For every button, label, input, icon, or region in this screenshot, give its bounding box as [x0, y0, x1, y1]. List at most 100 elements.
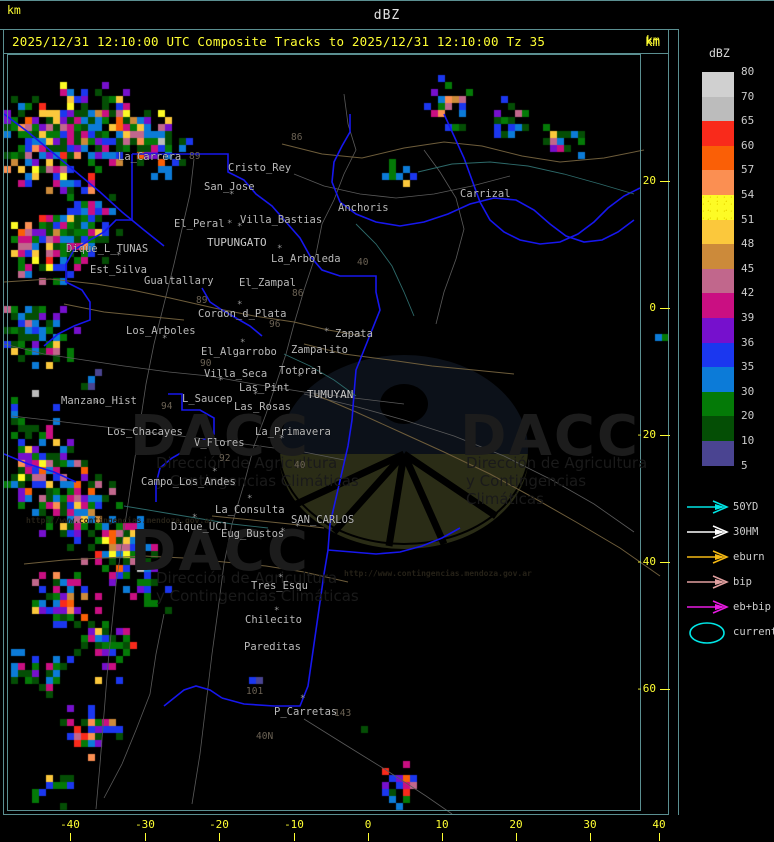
- road-number-label: 40: [357, 257, 369, 268]
- colorbar-band[interactable]: [702, 96, 734, 122]
- y-axis-tick-label: 20: [642, 174, 656, 187]
- road-number-label: 86: [291, 132, 303, 143]
- track-legend-row[interactable]: eburn: [679, 545, 774, 570]
- place-label: La_Consulta: [215, 504, 285, 516]
- colorbar-band[interactable]: [702, 121, 734, 146]
- place-label: Pareditas: [244, 641, 301, 653]
- colorbar-tick-label: 48: [741, 237, 755, 251]
- radar-map-canvas-container: DACC DACC DACC Dirección de Agricultura …: [4, 54, 668, 814]
- place-label: La_Carrera: [118, 151, 182, 163]
- place-label: Carrizal: [460, 188, 511, 200]
- legend-panel: dBZ 50YD 30HM eburn bip eb+bip current 80 70 65…: [678, 29, 774, 815]
- x-axis-tick-label: 10: [435, 818, 449, 831]
- place-marker: *: [295, 522, 301, 532]
- place-label: El_Algarrobo: [201, 346, 277, 358]
- track-legend-row[interactable]: bip: [679, 570, 774, 595]
- road-number-label: 40N: [256, 731, 274, 742]
- colorbar-tick-label: 51: [741, 212, 755, 226]
- place-label: TUMUYAN: [307, 388, 354, 401]
- place-label: Eug_Bustos: [221, 528, 285, 540]
- x-axis-tick-mark: [368, 833, 369, 841]
- y-axis: 20 0 -20 -40 -60: [636, 29, 680, 815]
- road-number-label: 94: [161, 401, 173, 412]
- colorbar-band[interactable]: [702, 293, 734, 318]
- road-network: [4, 141, 661, 583]
- colorbar-band[interactable]: [702, 317, 734, 343]
- river-network: [4, 93, 635, 814]
- y-axis-tick-label: 0: [649, 301, 656, 314]
- colorbar-tick-label: 36: [741, 335, 755, 349]
- track-legend-label: 30HM: [733, 526, 759, 538]
- colorbar-band[interactable]: [702, 391, 734, 417]
- radar-vector-map-layer: [4, 93, 661, 814]
- track-legend-label: eb+bip: [733, 601, 771, 613]
- x-axis-tick-label: -10: [284, 818, 304, 831]
- colorbar-band[interactable]: [702, 416, 734, 441]
- radar-map-viewport[interactable]: DACC DACC DACC Dirección de Agricultura …: [4, 54, 668, 814]
- colorbar-tick-label: 42: [741, 286, 755, 300]
- place-label: Anchoris: [338, 202, 389, 214]
- track-legend-row[interactable]: eb+bip: [679, 595, 774, 620]
- x-axis-tick-label: 0: [364, 818, 372, 831]
- place-marker: *: [94, 399, 100, 409]
- reflectivity-colorbar[interactable]: [702, 72, 734, 466]
- colorbar-tick-label: 45: [741, 261, 755, 275]
- radar-panel: 2025/12/31 12:10:00 UTC Composite Tracks…: [3, 29, 669, 815]
- place-label: Totoral: [279, 365, 324, 377]
- y-axis-tick-mark: [660, 308, 670, 309]
- road-number-label: 89: [189, 151, 201, 162]
- place-marker: *: [237, 222, 243, 232]
- road-number-label: 89: [196, 295, 208, 306]
- track-legend-row[interactable]: current: [679, 620, 774, 645]
- colorbar-band[interactable]: [702, 268, 734, 294]
- colorbar-band[interactable]: [702, 194, 734, 220]
- legend-title: dBZ: [709, 46, 730, 60]
- place-label: P_Carretas: [274, 706, 338, 718]
- track-legend-row[interactable]: 50YD: [679, 495, 774, 520]
- place-label: Manzano_Hist: [61, 395, 137, 407]
- colorbar-band[interactable]: [702, 367, 734, 392]
- colorbar-tick-label: 65: [741, 114, 755, 128]
- place-label: Campo_Los_Andes: [141, 476, 236, 488]
- place-label: SAN_CARLOS: [291, 514, 355, 526]
- y-axis-tick-label: -60: [636, 682, 656, 695]
- place-marker: *: [116, 251, 122, 261]
- track-legend-label: bip: [733, 576, 752, 588]
- place-label: Dique_UC1: [171, 521, 228, 533]
- colorbar-tick-label: 10: [741, 434, 755, 447]
- x-axis-tick-mark: [145, 833, 146, 841]
- x-axis-tick-label: 30: [583, 818, 597, 831]
- place-marker: *: [279, 434, 285, 444]
- y-axis-tick-label: -20: [636, 428, 656, 441]
- place-label: Villa_Bastias: [240, 214, 323, 226]
- colorbar-band[interactable]: [702, 72, 734, 97]
- y-axis-tick-mark: [660, 181, 670, 182]
- track-legend-row[interactable]: 30HM: [679, 520, 774, 545]
- place-marker: *: [324, 327, 330, 337]
- colorbar-tick-label: 39: [741, 311, 755, 324]
- radar-header-row: 2025/12/31 12:10:00 UTC Composite Tracks…: [4, 30, 668, 54]
- colorbar-band[interactable]: [702, 342, 734, 368]
- place-label: Dique_L_TUNAS: [66, 243, 149, 255]
- x-axis-tick-label: -20: [209, 818, 229, 831]
- colorbar-band[interactable]: [702, 170, 734, 195]
- x-axis-tick-mark: [294, 833, 295, 841]
- track-arrow-icon: [685, 595, 729, 620]
- place-label: Villa_Seca: [204, 368, 268, 380]
- colorbar-tick-label: 57: [741, 163, 755, 177]
- place-marker: *: [237, 300, 243, 310]
- place-marker: *: [297, 372, 303, 382]
- track-arrow-icon: [685, 545, 729, 570]
- colorbar-band[interactable]: [702, 440, 734, 466]
- place-marker: *: [212, 467, 218, 477]
- colorbar-band[interactable]: [702, 244, 734, 269]
- colorbar-band[interactable]: [702, 145, 734, 171]
- place-marker: *: [162, 334, 168, 344]
- x-axis-tick-label: -30: [135, 818, 155, 831]
- track-legend-label: current: [733, 626, 774, 638]
- place-label: El_Zampal: [239, 277, 296, 289]
- colorbar-band[interactable]: [702, 219, 734, 245]
- colorbar-tick-label: 30: [741, 384, 755, 398]
- track-legend-label: 50YD: [733, 501, 759, 513]
- road-number-label: 86: [292, 288, 304, 299]
